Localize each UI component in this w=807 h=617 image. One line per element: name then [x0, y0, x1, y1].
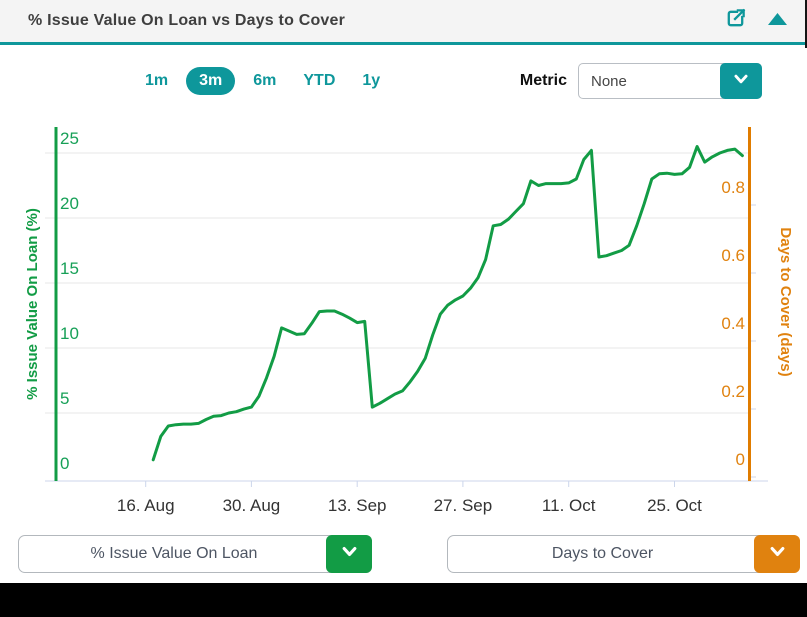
chevron-down-icon: [768, 542, 787, 566]
chevron-down-icon: [340, 542, 359, 566]
right-series-select-value: Days to Cover: [551, 545, 654, 562]
svg-text:10: 10: [60, 324, 79, 343]
chevron-down-icon: [732, 70, 750, 93]
svg-text:0.4: 0.4: [721, 314, 745, 333]
window-edge: [805, 0, 807, 48]
range-button-3m-selected[interactable]: 3m: [186, 67, 236, 95]
svg-text:13. Sep: 13. Sep: [328, 496, 387, 515]
left-series-select-value: % Issue Value On Loan: [90, 545, 258, 562]
y-axis-right-title: Days to Cover (days): [777, 227, 794, 376]
range-selector: 1m 3m 6m YTD 1y: [136, 67, 389, 95]
x-axis: [45, 480, 768, 487]
left-series-chevron-button[interactable]: [326, 535, 372, 573]
right-series-select[interactable]: Days to Cover: [447, 535, 800, 573]
svg-text:0.8: 0.8: [721, 178, 745, 197]
svg-text:0: 0: [60, 454, 69, 473]
svg-text:20: 20: [60, 194, 79, 213]
range-button-1m[interactable]: 1m: [145, 72, 169, 89]
gridlines: [45, 152, 750, 414]
chart-plot-area[interactable]: 0 5 10 15 20 25 0 0.2 0.4 0.6 0.8 16. Aug 30. Aug 13.…: [0, 106, 807, 530]
svg-text:11. Oct: 11. Oct: [542, 496, 596, 515]
svg-text:30. Aug: 30. Aug: [223, 496, 281, 515]
metric-control: Metric None: [520, 63, 762, 99]
y-axis-left-labels: 0 5 10 15 20 25: [60, 129, 79, 473]
open-in-new-window-button[interactable]: [721, 7, 749, 35]
svg-text:0: 0: [736, 450, 745, 469]
svg-text:15: 15: [60, 259, 79, 278]
metric-label: Metric: [519, 72, 567, 89]
external-link-icon: [724, 7, 747, 35]
widget-title: % Issue Value On Loan vs Days to Cover: [28, 12, 346, 29]
metric-select[interactable]: None: [578, 63, 762, 99]
svg-text:5: 5: [60, 389, 69, 408]
svg-text:27. Sep: 27. Sep: [434, 496, 493, 515]
series-issue-value-on-loan-line: [151, 145, 744, 462]
chart-widget: % Issue Value On Loan vs Days to Cover 1…: [0, 0, 807, 583]
metric-select-chevron-button[interactable]: [720, 63, 762, 99]
y-axis-left-title: % Issue Value On Loan (%): [24, 208, 41, 400]
collapse-panel-button[interactable]: [763, 7, 791, 35]
range-button-6m[interactable]: 6m: [253, 72, 277, 89]
svg-text:0.6: 0.6: [721, 246, 745, 265]
svg-text:0.2: 0.2: [721, 382, 745, 401]
svg-text:25: 25: [60, 129, 79, 148]
collapse-up-triangle-icon: [767, 11, 788, 31]
svg-text:16. Aug: 16. Aug: [117, 496, 175, 515]
range-button-ytd[interactable]: YTD: [303, 72, 336, 89]
left-series-select[interactable]: % Issue Value On Loan: [18, 535, 372, 573]
metric-select-value: None: [591, 72, 627, 90]
range-button-1y[interactable]: 1y: [362, 72, 381, 89]
y-axis-right-labels: 0 0.2 0.4 0.6 0.8: [721, 178, 745, 469]
svg-text:25. Oct: 25. Oct: [647, 496, 702, 515]
chart-controls: 1m 3m 6m YTD 1y Metric None: [0, 62, 807, 100]
x-axis-labels: 16. Aug 30. Aug 13. Sep 27. Sep 11. Oct 25. O…: [117, 496, 702, 515]
widget-header: % Issue Value On Loan vs Days to Cover: [0, 0, 807, 45]
right-series-chevron-button[interactable]: [754, 535, 800, 573]
